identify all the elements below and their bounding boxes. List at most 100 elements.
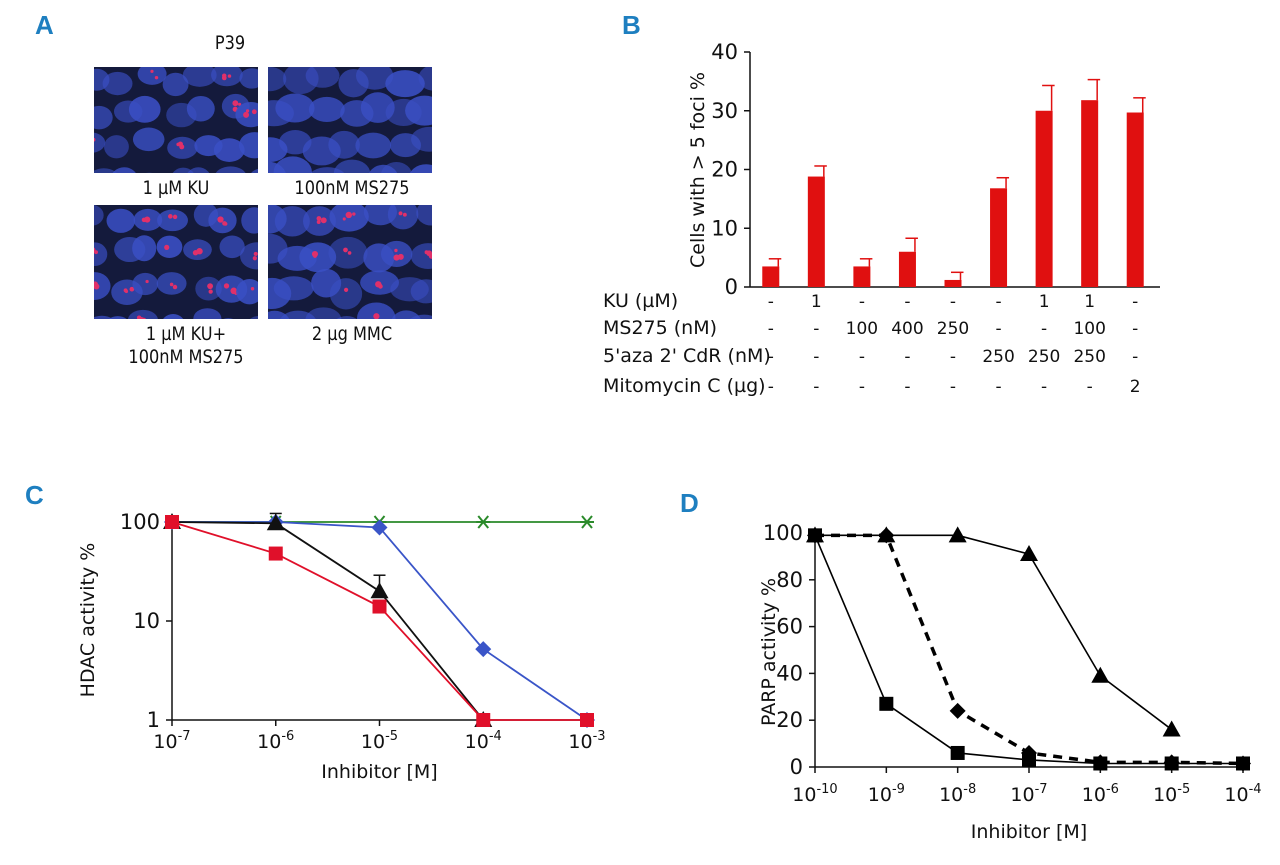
focus-spot	[223, 283, 230, 289]
focus-spot	[428, 252, 432, 259]
cell-nucleus	[94, 205, 104, 226]
cell-nucleus	[94, 132, 106, 153]
c-point-red-square	[165, 515, 179, 529]
focus-spot	[179, 144, 185, 150]
cell-nucleus	[328, 130, 360, 159]
b-bar	[807, 176, 825, 287]
cell-nucleus	[241, 207, 258, 234]
b-bar	[898, 251, 916, 287]
focus-spot	[232, 100, 239, 107]
b-condition-value: -	[1132, 347, 1138, 367]
focus-spot	[378, 284, 383, 289]
c-point-blue-diamond	[371, 519, 388, 536]
d-x-tick-label: 10-10	[792, 782, 837, 806]
focus-spot	[150, 69, 154, 73]
focus-spot	[141, 217, 147, 223]
d-point-diamond	[949, 702, 966, 719]
d-y-tick-label: 20	[776, 708, 803, 732]
cell-nucleus	[157, 209, 188, 232]
cell-nucleus	[411, 126, 432, 152]
focus-spot	[154, 75, 159, 80]
cell-nucleus	[132, 272, 159, 296]
micrograph-ku	[94, 67, 258, 173]
cell-nucleus	[186, 95, 215, 122]
cell-nucleus	[240, 242, 258, 270]
c-y-axis-label: HDAC activity %	[77, 543, 99, 698]
b-condition-value: -	[813, 377, 819, 397]
cell-nucleus	[94, 242, 108, 266]
c-x-axis-label: Inhibitor [M]	[321, 761, 437, 783]
d-point-diamond	[1021, 744, 1037, 761]
cell-nucleus	[409, 164, 432, 173]
focus-spot	[136, 315, 142, 319]
panel-label-a: A	[35, 10, 54, 40]
b-condition-label: MS275 (nM)	[603, 317, 717, 339]
d-point-triangle	[1162, 720, 1181, 737]
focus-spot	[316, 216, 322, 221]
d-series-line-square	[814, 535, 1243, 765]
cell-nucleus	[308, 96, 345, 122]
cell-nucleus	[94, 168, 117, 173]
caption-ku: 1 µM KU	[142, 177, 210, 199]
cell-nucleus	[109, 316, 127, 319]
b-y-tick-label: 0	[725, 275, 738, 299]
focus-spot	[169, 282, 174, 287]
cell-nucleus	[355, 132, 392, 159]
cell-nucleus	[172, 167, 194, 173]
b-condition-value: -	[813, 347, 819, 367]
b-condition-value: -	[1132, 292, 1138, 312]
focus-spot	[172, 284, 178, 290]
focus-spot	[352, 212, 356, 216]
d-x-tick-label: 10-8	[939, 782, 976, 806]
b-condition-value: -	[859, 347, 865, 367]
focus-spot	[123, 288, 128, 293]
d-point-square	[950, 745, 965, 760]
cell-nucleus	[273, 156, 312, 173]
b-condition-value: -	[768, 319, 774, 339]
cell-nucleus	[405, 95, 432, 126]
focus-spot	[347, 251, 352, 255]
b-bar	[1126, 112, 1144, 287]
b-bar	[1035, 110, 1053, 287]
d-point-diamond	[1163, 754, 1180, 771]
cell-nucleus	[380, 240, 413, 267]
cell-nucleus	[127, 309, 158, 319]
b-condition-label: KU (µM)	[603, 290, 678, 312]
cell-nucleus	[273, 276, 314, 301]
cell-nucleus	[106, 208, 136, 233]
d-y-tick-label: 100	[763, 521, 803, 545]
focus-spot	[245, 109, 250, 113]
d-point-diamond	[1235, 755, 1251, 772]
cell-nucleus	[156, 235, 183, 259]
d-x-axis-label: Inhibitor [M]	[971, 821, 1087, 843]
cell-nucleus	[274, 206, 310, 237]
cell-nucleus	[305, 307, 342, 319]
cell-nucleus	[239, 132, 258, 159]
c-x-tick-label: 10-4	[465, 729, 502, 753]
b-condition-value: -	[768, 377, 774, 397]
panel-label-b: B	[622, 10, 641, 40]
focus-spot	[207, 283, 214, 290]
b-condition-value: -	[1087, 377, 1093, 397]
b-condition-value: -	[950, 347, 956, 367]
d-y-tick-label: 0	[790, 755, 803, 779]
b-condition-value: -	[950, 292, 956, 312]
d-y-tick-label: 40	[776, 661, 803, 685]
focus-spot	[424, 250, 429, 255]
focus-spot	[252, 256, 257, 261]
b-condition-value: 250	[937, 319, 969, 339]
cell-nucleus	[163, 314, 184, 319]
focus-spot	[222, 221, 227, 226]
focus-spot	[94, 137, 96, 142]
focus-spot	[227, 74, 232, 78]
focus-spot	[145, 279, 149, 284]
cell-nucleus	[305, 67, 340, 88]
cell-nucleus	[94, 315, 113, 319]
focus-spot	[94, 250, 98, 255]
c-point-blue-diamond	[475, 641, 492, 658]
b-condition-value: -	[995, 377, 1001, 397]
b-condition-value: -	[768, 347, 774, 367]
d-x-tick-label: 10-4	[1224, 782, 1261, 806]
cell-nucleus	[104, 135, 129, 159]
